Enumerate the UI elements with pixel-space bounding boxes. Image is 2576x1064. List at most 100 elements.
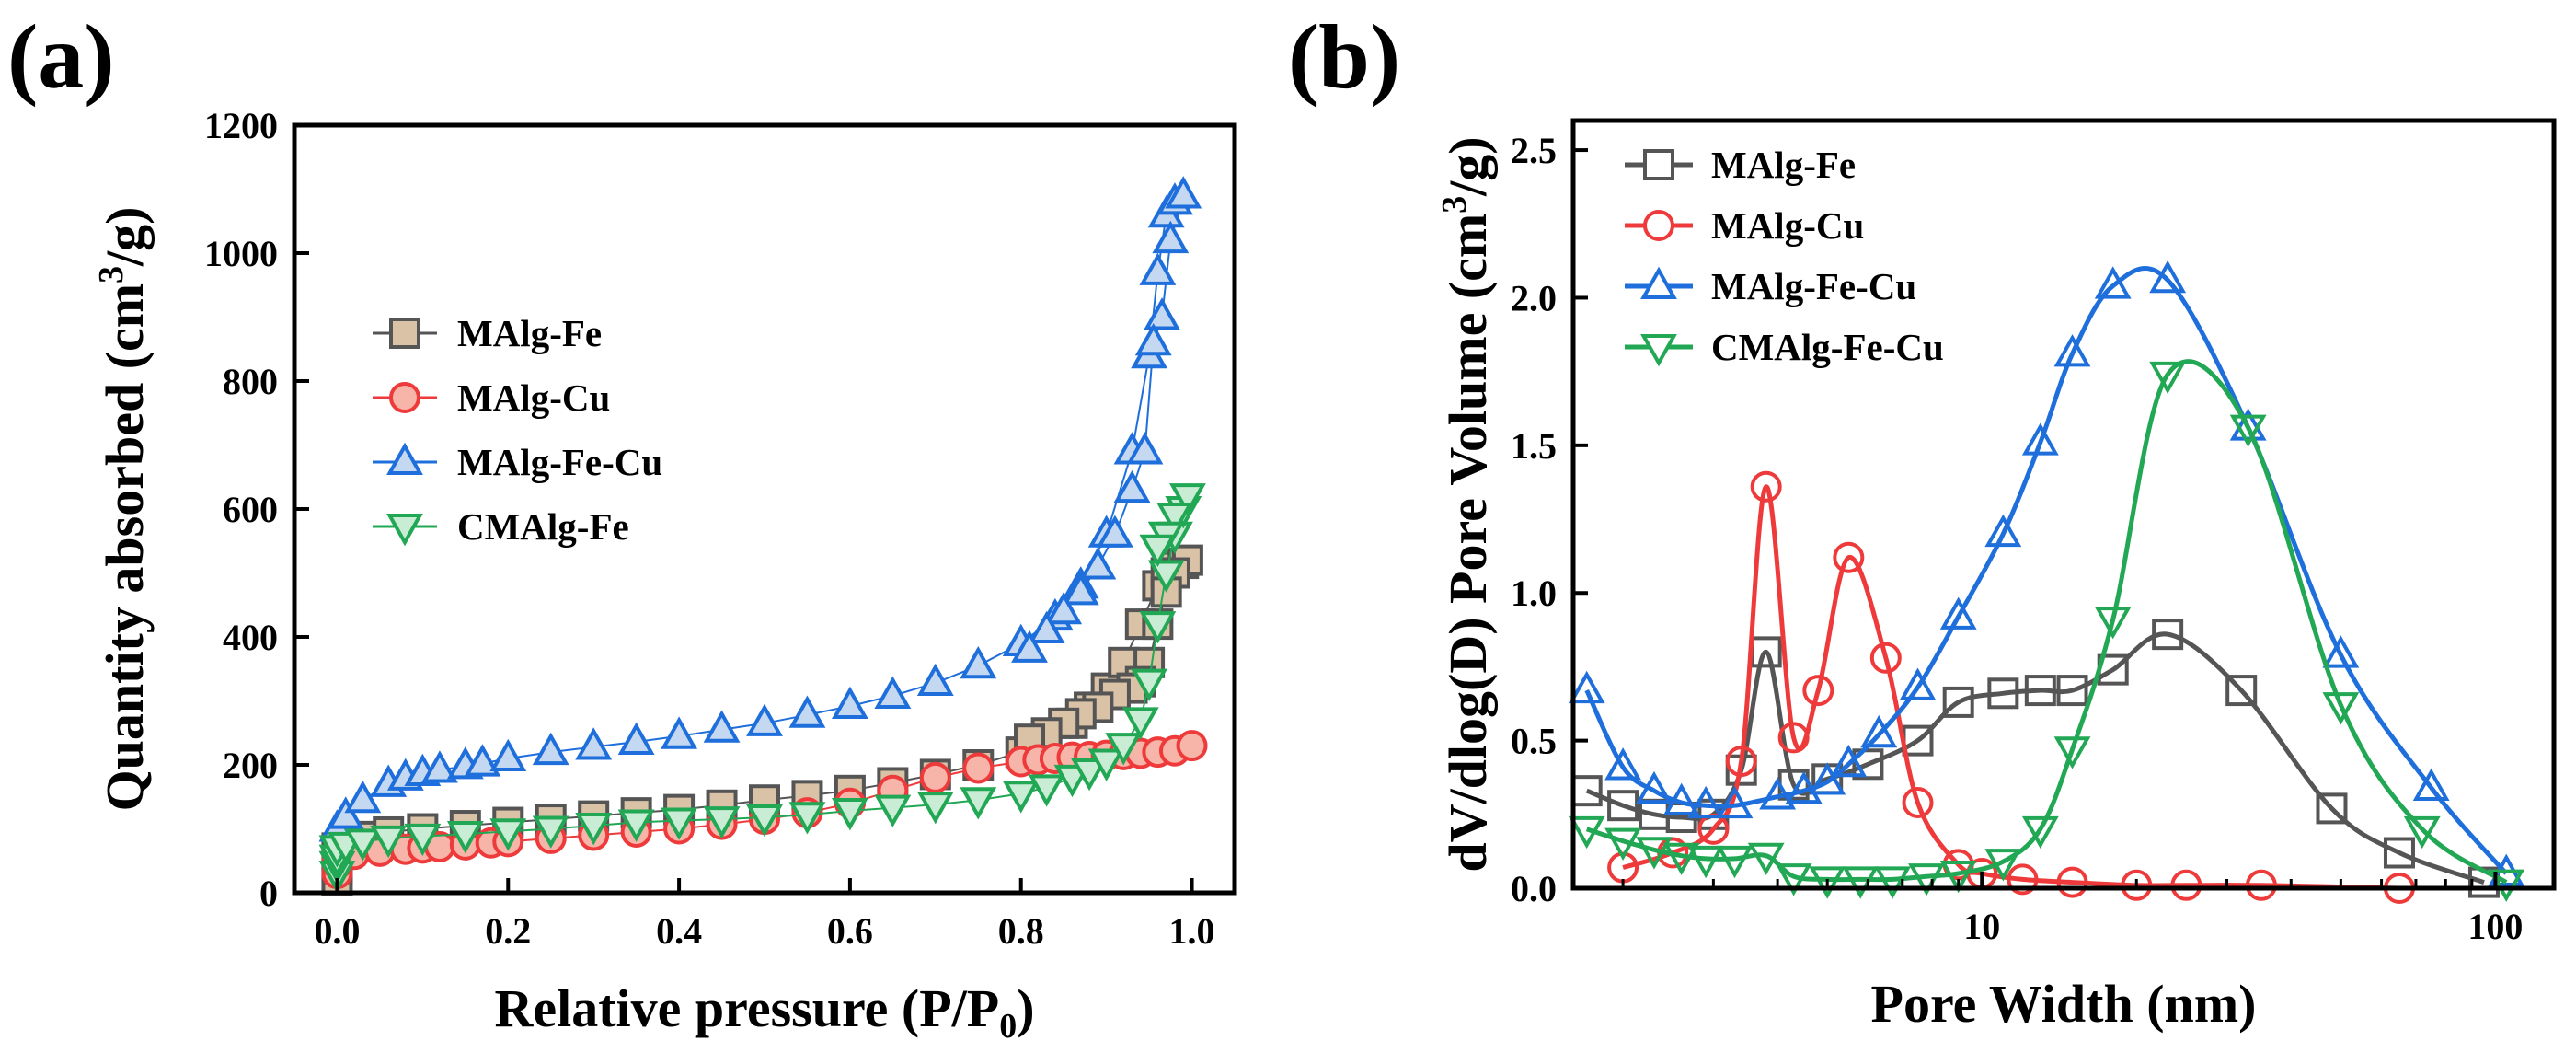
panel-a-point-cmalg-fe <box>575 813 613 846</box>
panel-b-x-tick-label: 100 <box>2467 906 2523 947</box>
panel-a-point-cmalg-fe <box>703 806 741 839</box>
panel-a-legend-label: MAlg-Fe-Cu <box>457 441 662 483</box>
panel-b-point-malg-cu <box>2056 866 2088 898</box>
panel-b-point-malg-fe <box>1607 790 1639 822</box>
panel-a-legend-marker <box>389 318 420 349</box>
panel-a-point-malg-fe-cu <box>421 750 458 783</box>
panel-a-legend-item-malg-fe: MAlg-Fe <box>373 312 602 354</box>
panel-b-ticks: 10 100 0.0 0.5 1.0 1.5 2.0 2.5 <box>1511 130 2523 947</box>
panel-a-point-malg-fe-cu <box>1028 610 1065 644</box>
panel-a-point-malg-fe-cu <box>960 645 997 679</box>
panel-a-series-cmalg-fe <box>318 483 1206 894</box>
panel-b-point-malg-fe <box>2383 837 2415 869</box>
panel-a-point-malg-cu <box>1176 730 1208 762</box>
panel-a-ticks: 0.0 0.2 0.4 0.6 0.8 1.0 0 200 400 600 800 1000 1200 <box>204 105 1215 952</box>
panel-a-x-tick-label: 0.8 <box>998 910 1044 952</box>
panel-b-point-malg-fe-cu <box>2053 334 2091 367</box>
panel-b-point-malg-fe <box>1987 677 2019 710</box>
panel-b-y-tick-label: 1.5 <box>1511 425 1557 467</box>
panel-b-point-cmalg-fe-cu <box>2322 692 2360 725</box>
panel-b-y-tick-label: 2.5 <box>1511 130 1557 171</box>
panel-b-point-malg-cu <box>2121 869 2153 901</box>
panel-b-legend-item-cmalg-fe-cu: CMAlg-Fe-Cu <box>1625 326 1944 368</box>
panel-b-point-cmalg-fe-cu <box>2403 815 2441 850</box>
panel-a-legend: MAlg-Fe MAlg-Cu MAlg-Fe-Cu CMAlg-Fe <box>373 312 662 548</box>
panel-a-point-malg-fe-cu <box>617 722 655 755</box>
panel-a-point-cmalg-fe <box>344 828 382 862</box>
panel-a-point-malg-fe-cu <box>1134 322 1172 356</box>
panel-b-point-malg-fe <box>2024 675 2056 707</box>
panel-b-point-malg-fe <box>1852 748 1884 781</box>
panel-a-point-malg-fe-cu <box>344 780 382 814</box>
panel-b-point-malg-fe-cu <box>2094 266 2132 299</box>
panel-b-point-cmalg-fe-cu <box>1687 845 1725 879</box>
panel-b-label: (b) <box>1288 6 1400 108</box>
panel-a-x-tick-label: 0.4 <box>656 910 702 952</box>
panel-b-point-cmalg-fe-cu <box>2149 361 2187 395</box>
panel-b-point-malg-cu <box>2170 869 2202 901</box>
panel-b-legend-label: MAlg-Fe-Cu <box>1711 265 1916 307</box>
panel-b-point-malg-cu <box>1869 642 1902 674</box>
panel-a-point-malg-fe-cu <box>464 744 501 777</box>
panel-a-label: (a) <box>7 6 115 108</box>
panel-b-point-malg-fe-cu <box>1939 596 1977 630</box>
panel-a-point-malg-cu <box>962 752 995 784</box>
panel-b-point-malg-fe-cu <box>2021 422 2059 456</box>
panel-a-point-malg-fe-cu <box>703 710 741 743</box>
panel-b-point-malg-fe-cu <box>2322 635 2360 668</box>
panel-b-point-malg-fe-cu <box>1984 514 2022 548</box>
panel-a-x-tick-label: 0.0 <box>314 910 360 952</box>
panel-a-legend-marker <box>386 442 423 475</box>
panel-a-point-cmalg-fe <box>831 798 868 831</box>
panel-b-legend-marker <box>1640 334 1677 367</box>
panel-b-point-malg-fe-cu <box>1899 667 1937 700</box>
panel-b-point-malg-fe-cu <box>1759 777 1797 810</box>
panel-b-plot-frame <box>1570 118 2557 891</box>
panel-b-point-malg-fe <box>2152 619 2184 651</box>
panel-a-point-malg-fe-cu <box>831 686 868 720</box>
panel-b-series-cmalg-fe-cu <box>1568 359 2525 902</box>
panel-b-point-malg-fe-cu <box>1785 770 1823 804</box>
panel-a-x-tick-label: 0.2 <box>485 910 531 952</box>
panel-b-point-cmalg-fe-cu <box>1874 866 1912 899</box>
panel-a-y-tick-label: 1000 <box>204 233 278 274</box>
panel-b-y-tick-label: 0.0 <box>1511 868 1557 909</box>
panel-a-point-cmalg-fe <box>370 825 408 859</box>
panel-a-legend-item-cmalg-fe: CMAlg-Fe <box>373 505 629 548</box>
panel-b-point-malg-cu <box>1750 470 1782 503</box>
panel-a-point-cmalg-fe <box>1002 781 1040 814</box>
panel-b-point-cmalg-fe-cu <box>1775 863 1812 896</box>
panel-b-point-malg-cu <box>1802 675 1834 707</box>
panel-b-y-tick-label: 0.5 <box>1511 721 1557 762</box>
panel-b-point-cmalg-fe-cu <box>1636 837 1673 870</box>
panel-b-point-cmalg-fe-cu <box>2094 607 2132 640</box>
panel-b-legend-label: MAlg-Cu <box>1711 204 1864 247</box>
panel-a-y-tick-label: 800 <box>223 361 278 402</box>
panel-b-point-cmalg-fe-cu <box>2488 869 2525 902</box>
panel-a-x-axis-title: Relative pressure (P/P0) <box>494 978 1034 1046</box>
panel-b-y-axis-title: dV/dlog(D) Pore Volume (cm3/g) <box>1435 136 1498 872</box>
panel-b-line-cmalg-fe-cu <box>1585 359 2508 885</box>
panel-a-legend-label: MAlg-Cu <box>457 376 610 419</box>
panel-a-point-malg-fe-cu <box>661 716 698 749</box>
panel-b-legend-label: MAlg-Fe <box>1711 144 1856 186</box>
panel-a-point-cmalg-fe <box>746 804 783 838</box>
panel-b-point-cmalg-fe-cu <box>1809 866 1846 899</box>
panel-b-point-malg-fe-cu <box>1687 785 1725 819</box>
panel-a-point-cmalg-fe <box>1139 534 1177 568</box>
panel-a-point-cmalg-fe <box>1071 758 1108 792</box>
panel-a-point-malg-fe-cu <box>1045 591 1083 625</box>
panel-b-y-tick-label: 1.0 <box>1511 572 1557 614</box>
panel-a-y-tick-label: 200 <box>223 745 278 786</box>
panel-a-point-malg-fe-cu <box>1126 432 1164 465</box>
panel-a-point-malg-fe-cu <box>874 676 912 709</box>
panel-a-legend-marker <box>386 514 423 547</box>
panel-a-y-axis-title: Quantity absorbed (cm3/g) <box>92 206 155 811</box>
panel-a-point-malg-fe-cu <box>1144 297 1180 330</box>
panel-a-point-malg-fe-cu <box>575 727 613 760</box>
panel-b-point-cmalg-fe-cu <box>2021 815 2059 850</box>
panel-b-legend-marker <box>1640 266 1677 299</box>
panel-b-point-malg-fe <box>2225 675 2258 707</box>
panel-a-legend-item-malg-cu: MAlg-Cu <box>373 376 610 419</box>
